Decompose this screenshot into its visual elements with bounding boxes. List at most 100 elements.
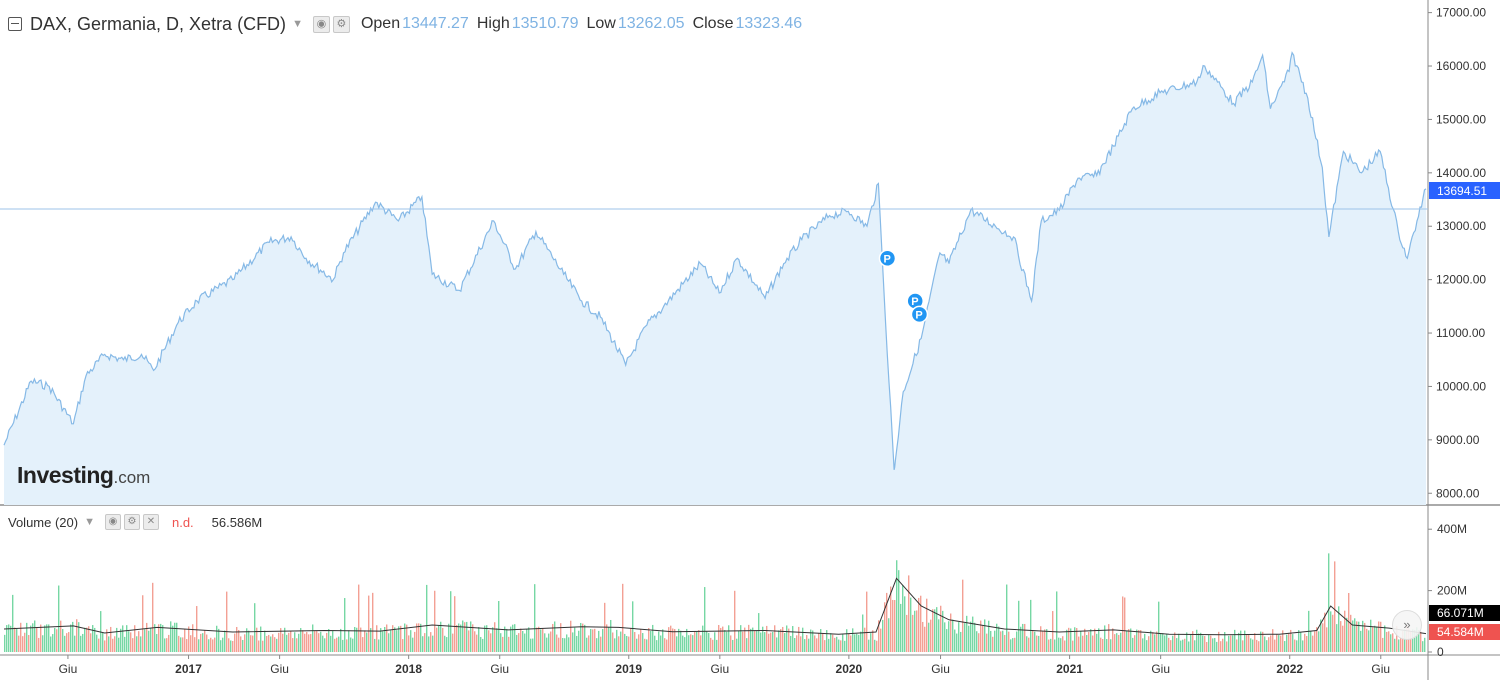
volume-bar [624,633,626,652]
volume-bar [8,624,10,652]
volume-bar [228,638,230,652]
volume-bar [940,605,942,652]
volume-bar [1026,636,1028,652]
volume-bar [418,623,420,652]
volume-bar [372,592,374,652]
volume-bar [374,638,376,652]
volume-bar [1272,629,1274,652]
volume-bar [234,633,236,652]
volume-bar [122,625,124,652]
gear-icon[interactable]: ⚙ [332,15,350,33]
volume-bar [920,595,922,652]
volume-bar [146,622,148,652]
volume-bar [506,628,508,652]
volume-bar [452,633,454,652]
volume-bar [264,630,266,652]
volume-bar [1050,638,1052,652]
volume-bar [144,629,146,652]
volume-bar [968,625,970,652]
volume-bar [640,629,642,652]
volume-bar [222,637,224,652]
price-tick-label: 17000.00 [1436,6,1486,20]
volume-bar [934,609,936,652]
volume-bar [468,630,470,652]
volume-bar [550,631,552,652]
volume-bar [782,626,784,652]
volume-bar [278,632,280,652]
volume-bar [1086,634,1088,652]
volume-bar [1316,627,1318,652]
volume-bar [1224,632,1226,652]
volume-bar [954,629,956,652]
volume-bar [1236,639,1238,652]
price-tick-label: 13000.00 [1436,219,1486,233]
chevron-down-icon[interactable]: ▼ [292,18,303,30]
time-tick-label: Giu [1151,662,1170,676]
volume-bar [670,625,672,652]
volume-bar [1222,638,1224,652]
volume-bar [684,637,686,652]
volume-bar [1110,639,1112,652]
volume-bar [1348,593,1350,652]
volume-bar [764,632,766,652]
volume-bar [438,625,440,652]
volume-bar [1282,630,1284,652]
volume-bar [538,626,540,652]
volume-bar [150,627,152,652]
volume-bar [384,627,386,652]
volume-bar [24,632,26,652]
volume-bar [516,634,518,652]
volume-bar [834,637,836,652]
volume-bar [898,570,900,652]
volume-eye-icon[interactable]: ◉ [104,514,121,530]
volume-bar [712,639,714,652]
volume-bar [104,640,106,652]
volume-bar [648,627,650,652]
volume-bar [702,625,704,652]
volume-bar [1108,624,1110,652]
collapse-icon[interactable] [8,17,22,31]
volume-bar [1152,632,1154,652]
time-tick-label: 2019 [615,662,642,676]
volume-bar [430,632,432,652]
volume-bar [1300,632,1302,652]
volume-bar [1414,629,1416,652]
scroll-to-end-icon[interactable]: » [1392,610,1422,640]
volume-bar [842,633,844,652]
volume-bar [46,624,48,652]
volume-bar [568,637,570,652]
volume-bar [1258,641,1260,652]
volume-header: Volume (20) ▼ ◉ ⚙ ✕ n.d. 56.586M [8,514,262,530]
symbol-title[interactable]: DAX, Germania, D, Xetra (CFD) [30,13,287,34]
volume-title[interactable]: Volume (20) [8,514,79,530]
volume-bar [1374,625,1376,652]
volume-bar [1206,642,1208,652]
volume-chevron-down-icon[interactable]: ▼ [84,516,95,528]
volume-bar [1066,629,1068,652]
volume-bar [1022,623,1024,652]
volume-bar [736,638,738,652]
eye-icon[interactable]: ◉ [312,15,330,33]
volume-bar [742,631,744,652]
volume-bar [1048,639,1050,652]
volume-bar [780,629,782,652]
volume-gear-icon[interactable]: ⚙ [123,514,140,530]
volume-bar [972,616,974,652]
volume-bar [618,636,620,652]
volume-bar [154,624,156,652]
volume-bar [896,560,898,652]
volume-close-icon[interactable]: ✕ [142,514,159,530]
volume-bar [892,599,894,652]
volume-bar [486,625,488,652]
volume-bar [1148,636,1150,652]
volume-bar [946,629,948,652]
volume-bar [708,632,710,652]
volume-bar [188,626,190,652]
volume-value-badge [1429,624,1500,640]
volume-bar [1324,612,1326,652]
volume-bar [992,636,994,652]
volume-bar [316,630,318,652]
volume-bar [580,622,582,652]
volume-bar [378,639,380,652]
